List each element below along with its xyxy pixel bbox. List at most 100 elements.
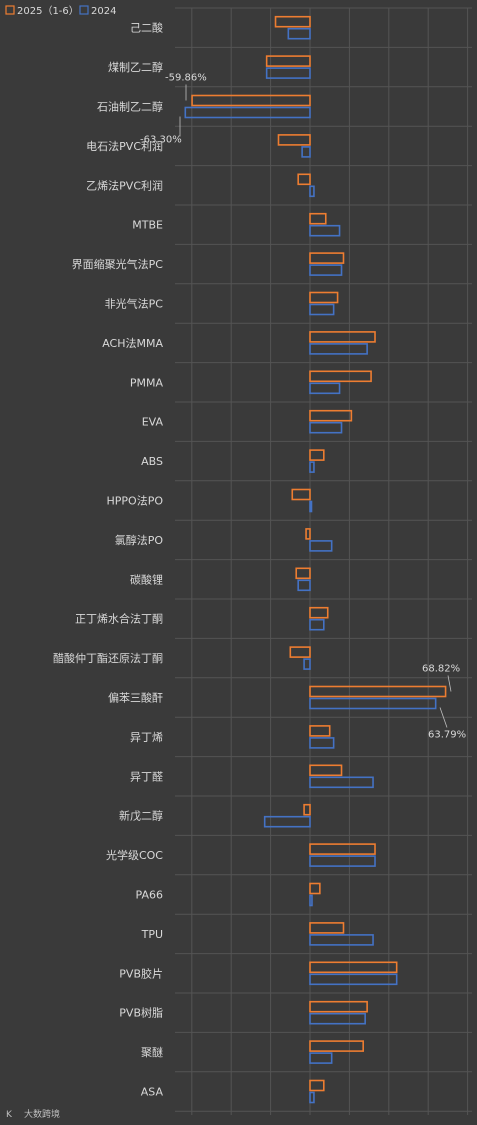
bar-2024 <box>309 618 325 631</box>
bar-2025 <box>309 725 331 737</box>
bar-2024 <box>309 461 315 473</box>
watermark: K 大数跨境 <box>6 1108 60 1120</box>
bar-2024 <box>309 224 341 237</box>
bar-2025 <box>295 567 311 580</box>
bar-2025 <box>277 134 311 146</box>
bar-2024 <box>309 264 343 276</box>
category-label: 正丁烯水合法丁酮 <box>75 612 163 626</box>
category-label: EVA <box>142 416 164 429</box>
bar-2024 <box>309 1091 315 1104</box>
category-label: 非光气法PC <box>105 297 164 311</box>
category-label: PA66 <box>136 889 163 902</box>
bar-2025 <box>309 922 345 934</box>
legend: 2025（1-6） 2024 <box>5 5 116 17</box>
category-label: PMMA <box>130 376 164 389</box>
bar-2025 <box>309 1079 325 1092</box>
bar-2024 <box>309 343 368 355</box>
category-label: 己二酸 <box>130 21 163 35</box>
bar-2024 <box>309 973 398 986</box>
category-label: HPPO法PO <box>107 494 164 508</box>
bar-2024 <box>309 500 313 513</box>
bar-2024 <box>309 185 315 198</box>
legend-swatch-2024 <box>79 5 89 15</box>
category-label: 新戊二醇 <box>119 809 163 823</box>
bar-2025 <box>265 55 311 67</box>
bar-2024 <box>309 421 343 434</box>
category-label: TPU <box>141 928 163 941</box>
category-label: 煤制乙二醇 <box>108 60 163 74</box>
bar-2024 <box>309 855 376 867</box>
category-label: 醋酸仲丁酯还原法丁酮 <box>53 651 163 665</box>
bar-2025 <box>303 803 311 816</box>
bar-2024 <box>309 697 437 710</box>
data-label: -63.30% <box>140 135 182 146</box>
bar-2024 <box>265 67 311 79</box>
bar-2024 <box>287 27 311 40</box>
data-labels: -59.86% -63.30% 68.82% 63.79% <box>140 73 466 741</box>
bar-2025 <box>309 409 353 422</box>
bar-2025 <box>309 252 345 264</box>
gridlines <box>175 7 472 1115</box>
bar-2024 <box>263 815 311 828</box>
bar-2024 <box>309 382 341 395</box>
category-label: 石油制乙二醇 <box>97 100 163 114</box>
bar-2025 <box>309 764 343 777</box>
legend-label-2024: 2024 <box>91 6 116 17</box>
bar-2025 <box>291 488 311 501</box>
category-label: 电石法PVC利润 <box>86 139 163 153</box>
bar-2024 <box>184 106 311 119</box>
watermark-text: 大数跨境 <box>24 1108 60 1120</box>
bar-2025 <box>274 15 311 28</box>
bar-2025 <box>309 291 339 304</box>
data-label-leader <box>439 707 448 728</box>
category-label: 碳酸锂 <box>130 572 163 586</box>
bar-2025 <box>309 212 327 225</box>
bar-2024 <box>297 579 311 592</box>
bar-2025 <box>297 173 311 186</box>
bar-2024 <box>309 934 374 946</box>
bar-2024 <box>309 540 333 552</box>
bar-2025 <box>305 528 311 540</box>
bar-2025 <box>309 961 398 974</box>
category-label: ABS <box>141 455 163 468</box>
legend-swatch-2025 <box>5 5 15 15</box>
bar-2025 <box>309 685 447 698</box>
category-label: 乙烯法PVC利润 <box>86 178 163 192</box>
category-label: 界面缩聚光气法PC <box>72 257 164 271</box>
category-label: 聚醚 <box>141 1045 163 1059</box>
category-label: 光学级COC <box>106 848 163 862</box>
category-label: 氯醇法PO <box>115 533 164 547</box>
bar-2025 <box>309 449 325 461</box>
bar-2025 <box>309 882 321 895</box>
data-label: -59.86% <box>165 73 207 84</box>
category-label: PVB胶片 <box>119 966 163 980</box>
category-label: 异丁醛 <box>130 769 163 783</box>
bar-2024 <box>303 658 311 670</box>
watermark-logo-icon: K <box>6 1110 13 1120</box>
bar-2024 <box>309 1052 333 1064</box>
data-label-leader <box>447 675 452 692</box>
bar-2025 <box>191 94 311 107</box>
bar-2025 <box>309 331 376 343</box>
bar-2025 <box>309 843 376 855</box>
category-label: MTBE <box>132 219 163 232</box>
category-label: ASA <box>141 1086 164 1099</box>
bar-2025 <box>309 1040 364 1052</box>
legend-label-2025: 2025（1-6） <box>17 5 79 17</box>
bars <box>184 15 447 1104</box>
bar-2025 <box>309 1000 368 1013</box>
category-label: PVB树脂 <box>119 1006 163 1020</box>
bar-2024 <box>309 1012 366 1025</box>
bar-2025 <box>309 606 329 619</box>
data-label: 68.82% <box>422 664 460 675</box>
bar-2024 <box>309 776 374 789</box>
category-label: ACH法MMA <box>102 336 163 350</box>
category-label: 偏苯三酸酐 <box>108 691 163 705</box>
bar-2025 <box>289 646 311 658</box>
category-label: 异丁烯 <box>130 731 163 744</box>
bar-2025 <box>309 370 372 383</box>
